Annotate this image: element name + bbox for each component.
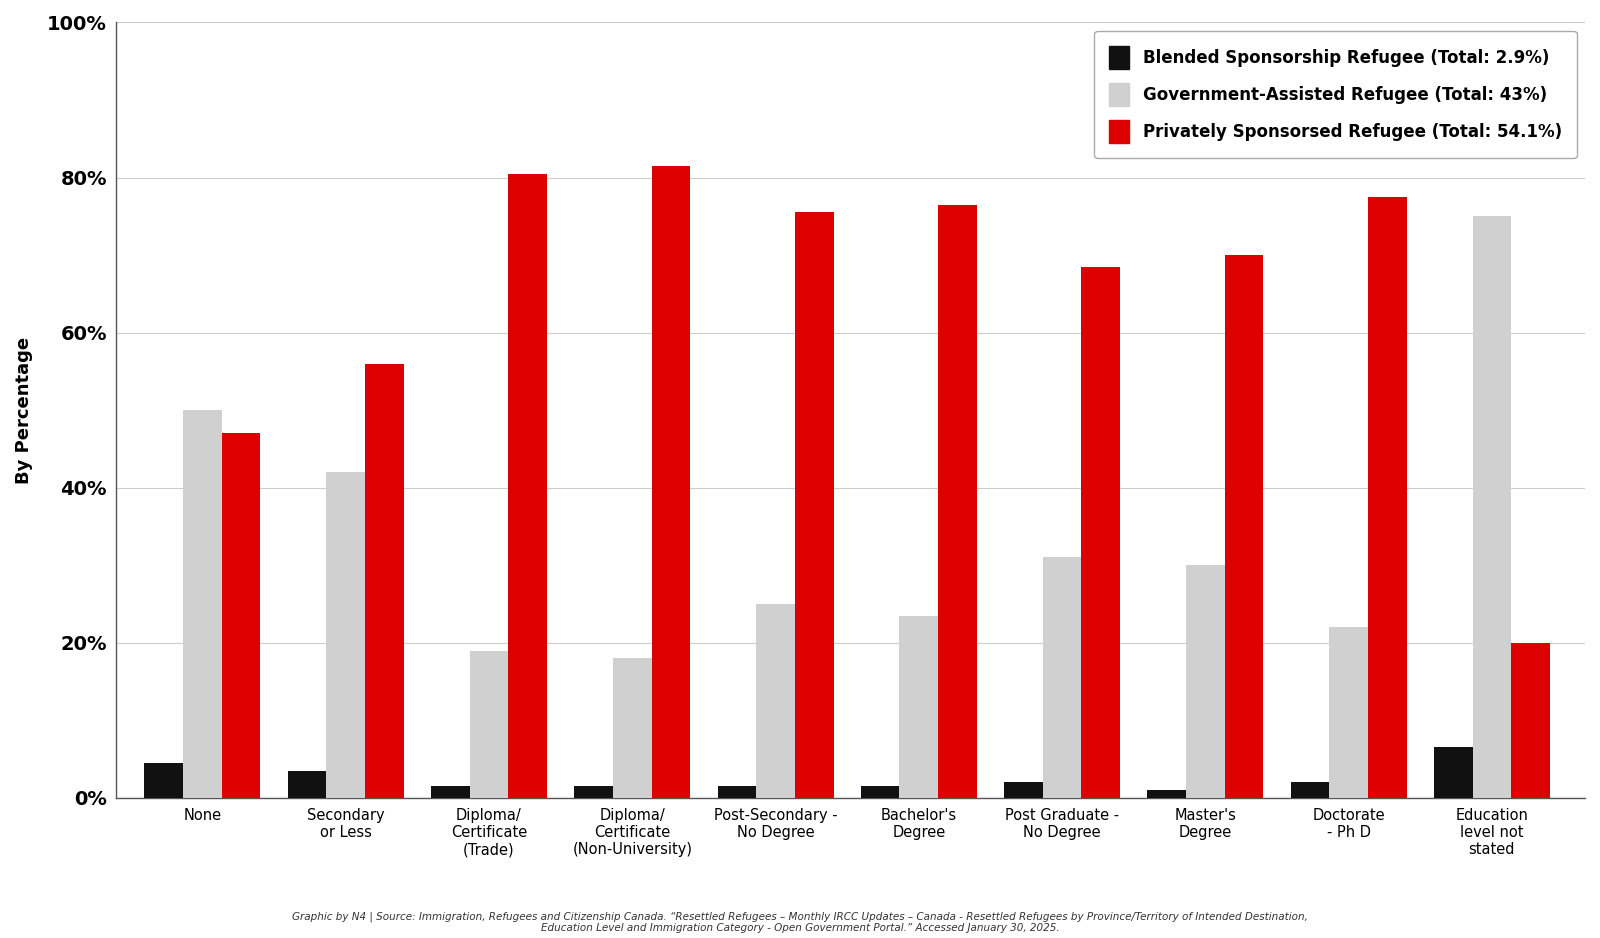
Bar: [470, 651, 509, 798]
Bar: [651, 166, 690, 798]
Bar: [222, 433, 261, 798]
Bar: [430, 786, 470, 798]
Bar: [1472, 217, 1512, 798]
Bar: [1224, 255, 1264, 798]
Bar: [1330, 628, 1368, 798]
Bar: [1434, 748, 1472, 798]
Y-axis label: By Percentage: By Percentage: [14, 337, 34, 484]
Bar: [1512, 643, 1550, 798]
Bar: [182, 410, 222, 798]
Legend: Blended Sponsorship Refugee (Total: 2.9%), Government-Assisted Refugee (Total: 4: Blended Sponsorship Refugee (Total: 2.9%…: [1094, 31, 1576, 159]
Text: Graphic by N4 | Source: Immigration, Refugees and Citizenship Canada. “Resettled: Graphic by N4 | Source: Immigration, Ref…: [293, 911, 1307, 933]
Bar: [861, 786, 899, 798]
Bar: [717, 786, 757, 798]
Bar: [757, 604, 795, 798]
Bar: [365, 364, 403, 798]
Bar: [509, 174, 547, 798]
Bar: [326, 472, 365, 798]
Bar: [1147, 790, 1186, 798]
Bar: [288, 771, 326, 798]
Bar: [613, 658, 651, 798]
Bar: [144, 763, 182, 798]
Bar: [1291, 782, 1330, 798]
Bar: [1005, 782, 1043, 798]
Bar: [574, 786, 613, 798]
Bar: [1043, 557, 1082, 798]
Bar: [938, 204, 978, 798]
Bar: [795, 212, 834, 798]
Bar: [899, 615, 938, 798]
Bar: [1368, 197, 1406, 798]
Bar: [1186, 566, 1224, 798]
Bar: [1082, 266, 1120, 798]
